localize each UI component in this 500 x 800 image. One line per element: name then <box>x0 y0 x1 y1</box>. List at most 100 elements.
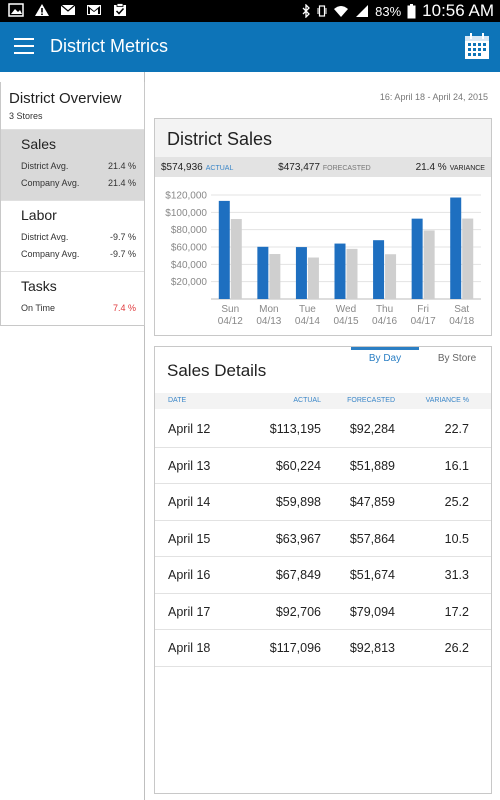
x-tick-label: Tue <box>299 304 316 315</box>
signal-icon <box>356 5 369 17</box>
tab-by-store[interactable]: By Store <box>437 353 477 364</box>
x-tick-label: Wed <box>336 304 356 315</box>
metric-label: Company Avg. <box>21 249 80 259</box>
column-header-variance: VARIANCE % <box>425 397 469 404</box>
variance-value: 21.4 % <box>415 161 447 173</box>
vibrate-icon <box>317 5 327 17</box>
clock: 10:56 AM <box>422 1 494 20</box>
sidebar-item-tasks[interactable]: Tasks On Time 7.4 % <box>1 271 144 325</box>
mail-icon <box>60 4 76 15</box>
cell-forecast: $51,674 <box>349 568 395 582</box>
actual-total: $574,936 ACTUAL <box>161 162 233 173</box>
gmail-icon <box>87 5 101 15</box>
forecast-value: $473,477 <box>278 161 320 173</box>
cell-actual: $59,898 <box>275 495 321 509</box>
cell-date: April 12 <box>168 422 211 436</box>
cell-actual: $92,706 <box>275 604 321 619</box>
sidebar-item-labor[interactable]: Labor District Avg. -9.7 % Company Avg. -9… <box>1 200 144 271</box>
x-tick-label: Fri <box>417 304 429 315</box>
cell-variance: 22.7 <box>444 422 469 436</box>
table-row[interactable]: April 14 $59,898 $47,859 25.2 <box>155 484 491 521</box>
x-tick-label: Sat <box>454 304 469 315</box>
actual-value: $574,936 <box>161 161 203 173</box>
cell-forecast: $79,094 <box>349 604 395 619</box>
app-title: District Metrics <box>50 36 168 56</box>
metric-value: 7.4 % <box>112 303 136 313</box>
sidebar-item-label: Sales <box>21 136 57 152</box>
cell-date: April 18 <box>168 641 211 655</box>
overview-subtitle: 3 Stores <box>9 111 43 121</box>
table-row[interactable]: April 12 $113,195 $92,284 22.7 <box>155 411 491 448</box>
battery-percent: 83% <box>375 3 402 19</box>
column-header-actual: ACTUAL <box>293 397 321 404</box>
status-bar: 83% 10:56 AM <box>0 0 500 22</box>
forecast-label: FORECASTED <box>322 164 371 172</box>
sidebar: District Overview 3 Stores Sales Distric… <box>0 72 145 800</box>
bar-actual <box>373 240 385 299</box>
metric-value: -9.7 % <box>109 249 136 259</box>
cell-variance: 10.5 <box>444 531 469 546</box>
x-tick-sublabel: 04/12 <box>218 316 243 327</box>
variance-label: VARIANCE <box>449 164 485 172</box>
calendar-icon[interactable] <box>464 32 490 60</box>
cell-actual: $67,849 <box>275 568 321 582</box>
sales-summary: $574,936 ACTUAL $473,477 FORECASTED 21.4 %… <box>155 157 491 177</box>
sidebar-item-label: Labor <box>21 207 57 223</box>
cell-forecast: $51,889 <box>349 458 395 473</box>
battery-icon <box>407 3 416 18</box>
cell-forecast: $47,859 <box>349 495 395 509</box>
bar-forecast <box>423 230 435 299</box>
cell-variance: 25.2 <box>444 495 469 509</box>
x-tick-sublabel: 04/17 <box>411 316 436 327</box>
bar-actual <box>295 247 307 299</box>
bar-forecast <box>269 254 281 299</box>
y-tick-label: $80,000 <box>171 225 208 236</box>
metric-label: District Avg. <box>21 161 69 171</box>
metric-row: On Time 7.4 % <box>21 300 136 317</box>
metric-row: Company Avg. 21.4 % <box>21 175 136 192</box>
metric-row: District Avg. -9.7 % <box>21 229 136 246</box>
bar-actual <box>411 218 423 299</box>
cell-date: April 16 <box>168 568 211 582</box>
card-title: Sales Details <box>167 361 267 380</box>
bar-actual <box>257 246 269 299</box>
district-sales-card: District Sales $574,936 ACTUAL $473,477 FO… <box>154 118 492 336</box>
metric-value: 21.4 % <box>107 178 136 188</box>
cell-date: April 15 <box>168 531 211 546</box>
x-tick-label: Mon <box>259 304 278 315</box>
sidebar-item-sales[interactable]: Sales District Avg. 21.4 % Company Avg. 21… <box>1 129 144 200</box>
clipboard-icon <box>114 3 126 16</box>
district-overview-card: District Overview 3 Stores Sales Distric… <box>0 82 145 326</box>
variance-total: 21.4 % VARIANCE <box>416 162 485 173</box>
table-row[interactable]: April 16 $67,849 $51,674 31.3 <box>155 557 491 594</box>
cell-actual: $113,195 <box>269 422 321 436</box>
x-tick-sublabel: 04/14 <box>295 316 320 327</box>
cell-forecast: $57,864 <box>349 531 395 546</box>
x-tick-label: Thu <box>376 304 393 315</box>
cell-date: April 17 <box>168 604 211 619</box>
cell-actual: $63,967 <box>275 531 321 546</box>
bar-forecast <box>230 219 242 299</box>
bar-actual <box>218 200 230 299</box>
metric-row: Company Avg. -9.7 % <box>21 246 136 263</box>
bar-forecast <box>462 218 474 299</box>
table-header: DATE ACTUAL FORECASTED VARIANCE % <box>155 393 491 409</box>
table-row[interactable]: April 18 $117,096 $92,813 26.2 <box>155 630 491 667</box>
table-row[interactable]: April 17 $92,706 $79,094 17.2 <box>155 594 491 630</box>
menu-icon[interactable] <box>14 38 34 54</box>
picture-icon <box>8 3 24 17</box>
bar-forecast <box>385 254 397 299</box>
forecast-total: $473,477 FORECASTED <box>278 162 371 173</box>
table-row[interactable]: April 15 $63,967 $57,864 10.5 <box>155 521 491 557</box>
cell-actual: $60,224 <box>275 458 321 473</box>
bluetooth-icon <box>302 4 311 18</box>
table-body: April 12 $113,195 $92,284 22.7 April 13 $60,… <box>155 411 491 667</box>
metric-value: 21.4 % <box>107 161 136 171</box>
table-row[interactable]: April 13 $60,224 $51,889 16.1 <box>155 448 491 484</box>
bar-forecast <box>346 248 358 299</box>
tab-by-day[interactable]: By Day <box>351 347 419 367</box>
y-tick-label: $40,000 <box>171 260 208 271</box>
metric-value: -9.7 % <box>109 232 136 242</box>
x-tick-sublabel: 04/15 <box>333 316 358 327</box>
bar-forecast <box>307 257 319 299</box>
